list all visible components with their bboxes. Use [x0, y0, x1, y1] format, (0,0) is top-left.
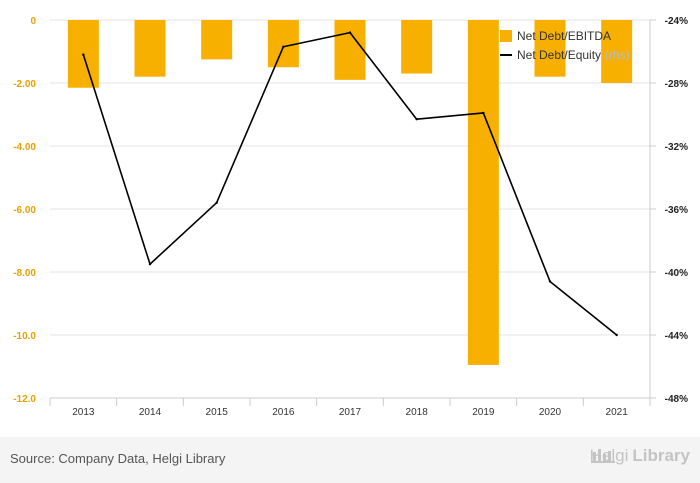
- combo-chart: 0 -2.00 -4.00 -6.00 -8.00 -10.0 -12.0 -24% -28% -…: [13, 16, 688, 418]
- x-tick-label: 2015: [206, 407, 229, 418]
- source-note: Source: Company Data, Helgi Library: [10, 451, 226, 466]
- left-tick-label: -4.00: [13, 142, 36, 153]
- line-point: [215, 201, 218, 204]
- bar: [201, 20, 233, 60]
- x-tick-label: 2017: [339, 407, 362, 418]
- right-tick-label: -44%: [665, 331, 688, 342]
- legend-swatch-bar: [500, 30, 512, 42]
- bar: [401, 20, 433, 74]
- legend-label-bar: Net Debt/EBITDA: [517, 29, 611, 43]
- axes: 0 -2.00 -4.00 -6.00 -8.00 -10.0 -12.0 -24% -28% -…: [13, 16, 688, 418]
- left-tick-label: -2.00: [13, 79, 36, 90]
- line-point: [615, 333, 618, 337]
- bar: [134, 20, 166, 77]
- left-tick-label: -8.00: [13, 268, 36, 279]
- left-tick-label: -12.0: [13, 394, 36, 405]
- line-point: [415, 118, 418, 121]
- x-tick-label: 2019: [472, 407, 495, 418]
- right-tick-label: -28%: [665, 79, 688, 90]
- bar: [267, 20, 299, 68]
- left-tick-label: -6.00: [13, 205, 36, 216]
- legend-label-rhs: (rhs): [605, 48, 630, 62]
- legend: Net Debt/EBITDA Net Debt/Equity (rhs): [500, 29, 630, 62]
- left-tick-label: -10.0: [13, 331, 36, 342]
- x-tick-label: 2013: [72, 407, 95, 418]
- legend-label-line: Net Debt/Equity: [517, 48, 601, 62]
- right-tick-label: -40%: [665, 268, 688, 279]
- x-tick-label: 2020: [539, 407, 562, 418]
- brand-library: Library: [632, 446, 690, 465]
- x-tick-label: 2014: [139, 407, 162, 418]
- right-tick-label: -48%: [665, 394, 688, 405]
- line-point: [548, 280, 552, 283]
- bar: [601, 20, 633, 83]
- line-series: [82, 31, 618, 337]
- left-tick-label: 0: [30, 16, 36, 27]
- line-point: [348, 31, 352, 34]
- x-tick-label: 2021: [606, 407, 629, 418]
- bar: [534, 20, 566, 77]
- right-tick-label: -32%: [665, 142, 688, 153]
- library-icon: [590, 449, 615, 463]
- line-point: [282, 45, 285, 48]
- bars: [67, 20, 633, 365]
- x-tick-label: 2018: [406, 407, 429, 418]
- right-tick-label: -36%: [665, 205, 688, 216]
- bar: [334, 20, 366, 80]
- footer-bar: [0, 437, 700, 483]
- right-tick-label: -24%: [665, 16, 688, 27]
- line-point: [148, 262, 152, 266]
- line-point: [482, 111, 485, 115]
- x-tick-label: 2016: [272, 407, 295, 418]
- line-point: [82, 53, 85, 56]
- bar: [467, 20, 499, 365]
